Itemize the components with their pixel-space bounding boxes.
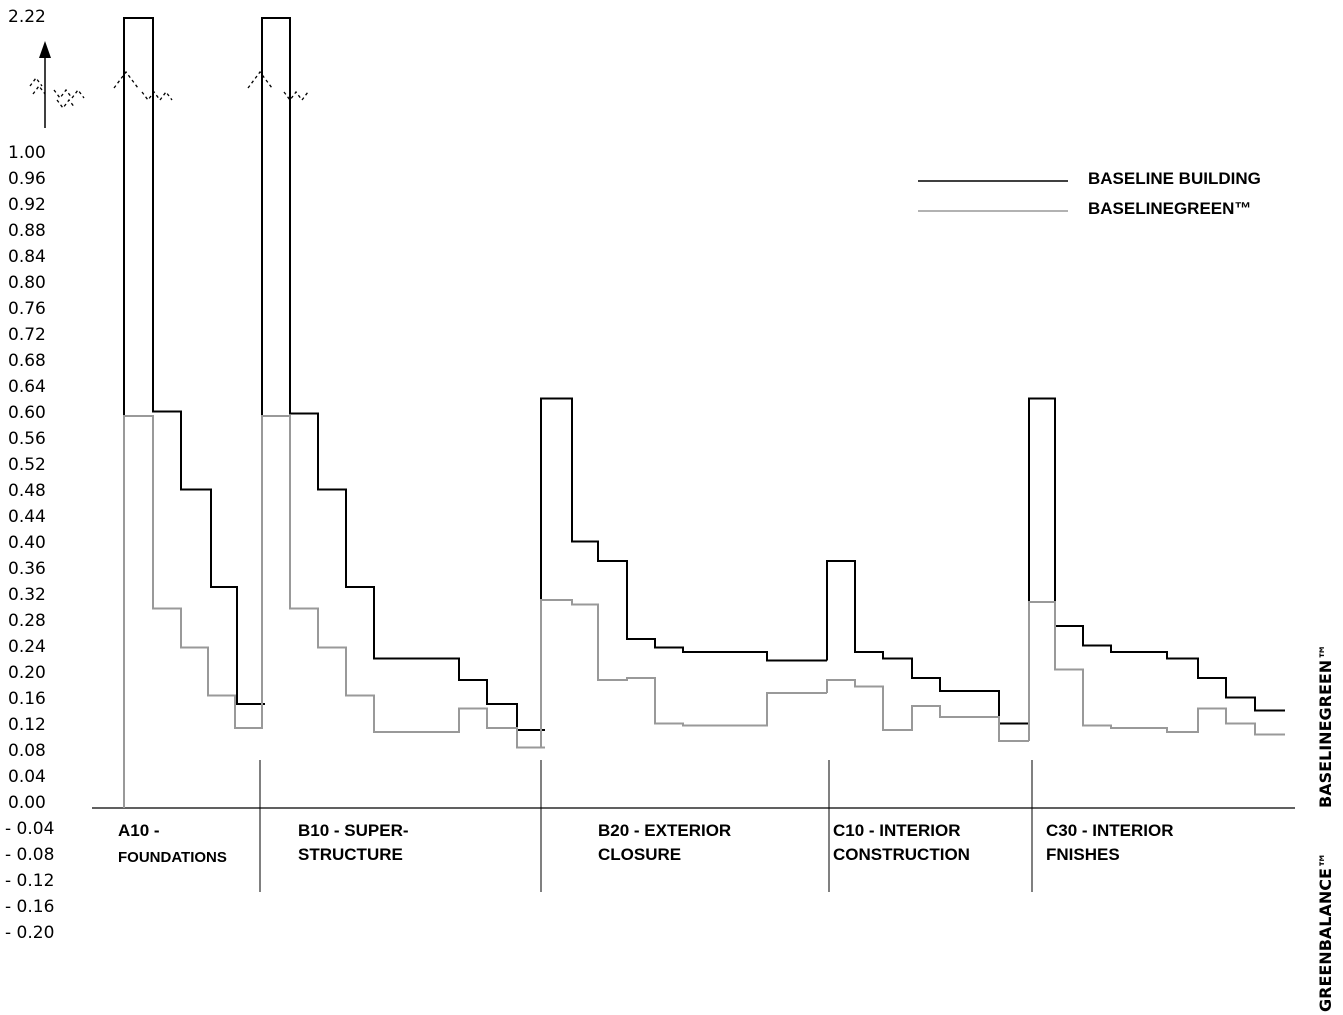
- baselinegreen-line-segment: [123, 415, 263, 808]
- category-label-a10-line2: FOUNDATIONS: [118, 849, 227, 866]
- y-tick-label: 0.92: [8, 195, 46, 215]
- side-label-greenbalance: GREENBALANCE™: [1316, 852, 1335, 1012]
- y-tick-label: - 0.12: [5, 871, 54, 891]
- category-label-c30-line1: C30 - INTERIOR: [1046, 821, 1174, 840]
- category-dividers: [259, 760, 1033, 892]
- y-tick-label: 0.12: [8, 715, 46, 735]
- category-label-b10-line1: B10 - SUPER-: [298, 821, 409, 840]
- y-tick-label: - 0.08: [5, 845, 54, 865]
- y-tick-label: 0.36: [8, 559, 46, 579]
- y-tick-label: 0.72: [8, 325, 46, 345]
- baseline-building-line-segment: [123, 17, 265, 808]
- category-label-b10-line2: STRUCTURE: [298, 845, 403, 864]
- baseline-building-line-segment: [261, 17, 545, 731]
- y-tick-label: 0.48: [8, 481, 46, 501]
- category-label-b20-line1: B20 - EXTERIOR: [598, 821, 731, 840]
- y-tick-label: 0.80: [8, 273, 46, 293]
- y-tick-label: 0.08: [8, 741, 46, 761]
- baselinegreen-line-segment: [826, 678, 1029, 743]
- y-tick-label: - 0.20: [5, 923, 54, 943]
- y-tick-label: 0.68: [8, 351, 46, 371]
- y-tick-label: 0.24: [8, 637, 46, 657]
- legend-label-baselinegreen: BASELINEGREEN™: [1088, 199, 1251, 218]
- y-tick-label: 0.76: [8, 299, 46, 319]
- category-label-c30-line2: FNISHES: [1046, 845, 1120, 864]
- y-tick-label: 0.04: [8, 767, 46, 787]
- y-tick-label: 0.20: [8, 663, 46, 683]
- baselinegreen-line-segment: [540, 599, 827, 748]
- baselinegreen-line-segment: [1028, 600, 1285, 742]
- legend: BASELINE BUILDING BASELINEGREEN™: [918, 169, 1261, 218]
- y-tick-label: 1.00: [8, 143, 46, 163]
- series-lines: [123, 17, 1285, 808]
- baselinegreen-line-segment: [261, 415, 545, 749]
- y-tick-label: 0.64: [8, 377, 46, 397]
- side-label-baselinegreen: BASELINEGREEN™: [1316, 644, 1335, 808]
- category-label-b20-line2: CLOSURE: [598, 845, 681, 864]
- category-labels: A10 - FOUNDATIONS B10 - SUPER- STRUCTURE…: [118, 821, 1174, 866]
- y-tick-label: - 0.16: [5, 897, 54, 917]
- y-tick-label: 0.96: [8, 169, 46, 189]
- y-tick-label: 0.00: [8, 793, 46, 813]
- y-axis-break-label: 2.22: [8, 7, 46, 27]
- category-label-c10-line1: C10 - INTERIOR: [833, 821, 961, 840]
- y-tick-label: 0.28: [8, 611, 46, 631]
- y-axis-ticks: 1.00 0.96 0.92 0.88 0.84 0.80 0.76 0.72 0.68 0.64…: [5, 143, 54, 943]
- baseline-building-line-segment: [826, 560, 1029, 725]
- y-tick-label: 0.40: [8, 533, 46, 553]
- y-tick-label: 0.16: [8, 689, 46, 709]
- baseline-building-line-segment: [540, 397, 827, 730]
- axis-break-arrow-icon: [29, 41, 85, 128]
- legend-label-baseline-building: BASELINE BUILDING: [1088, 169, 1261, 188]
- y-tick-label: 0.32: [8, 585, 46, 605]
- y-tick-label: 0.56: [8, 429, 46, 449]
- category-label-c10-line2: CONSTRUCTION: [833, 845, 970, 864]
- y-tick-label: - 0.04: [5, 819, 54, 839]
- baseline-building-line-segment: [1028, 397, 1285, 724]
- category-label-a10-line1: A10 -: [118, 821, 160, 840]
- y-tick-label: 0.52: [8, 455, 46, 475]
- y-tick-label: 0.88: [8, 221, 46, 241]
- spike-break-marks: [113, 70, 309, 102]
- y-tick-label: 0.60: [8, 403, 46, 423]
- y-tick-label: 0.44: [8, 507, 46, 527]
- y-tick-label: 0.84: [8, 247, 46, 267]
